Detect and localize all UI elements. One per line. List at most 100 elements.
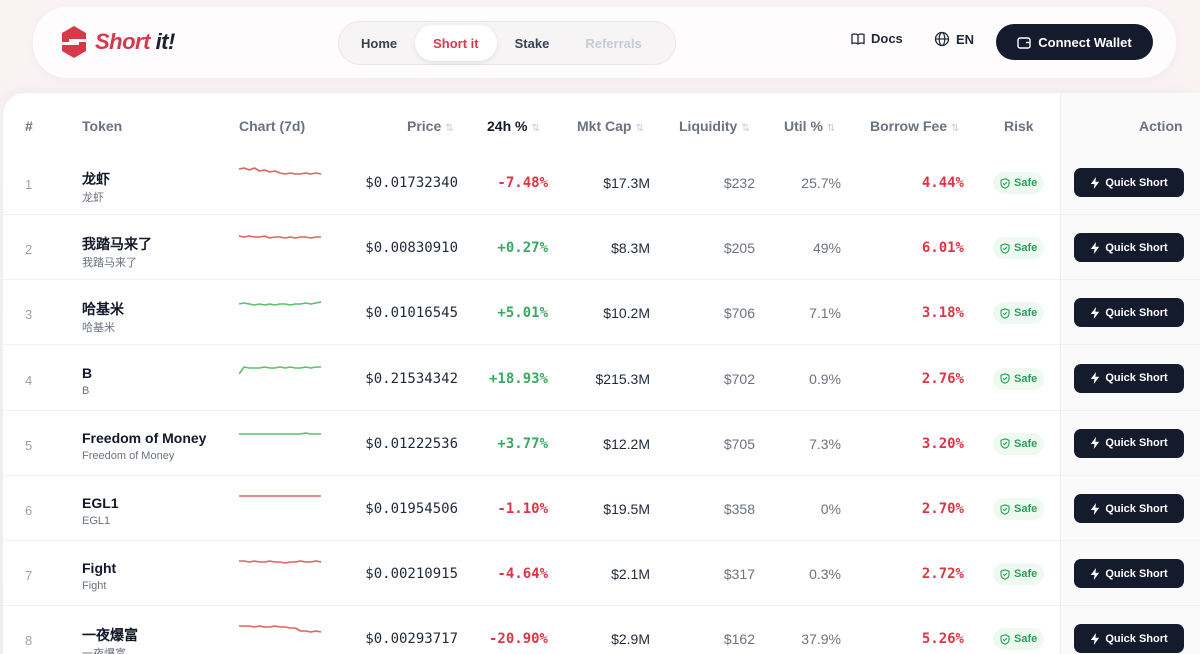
token-24h-change: +3.77% [497, 435, 548, 452]
lightning-icon [1091, 176, 1100, 189]
sparkline-chart [239, 495, 321, 497]
token-mkt-cap: $19.5M [603, 501, 650, 517]
col-header-liquidity[interactable]: Liquidity ⇅ [679, 118, 750, 134]
sort-icon: ⇅ [741, 123, 750, 134]
shield-check-icon [1000, 568, 1010, 580]
top-header: Short it! Home Short it Stake Referrals … [33, 7, 1176, 78]
row-rank: 1 [25, 177, 33, 192]
quick-short-button[interactable]: Quick Short [1074, 168, 1184, 197]
lightning-icon [1091, 372, 1100, 385]
lightning-icon [1091, 567, 1100, 580]
col-header-borrow-fee[interactable]: Borrow Fee ⇅ [870, 118, 959, 134]
docs-link[interactable]: Docs [851, 31, 903, 46]
connect-wallet-button[interactable]: Connect Wallet [996, 24, 1153, 60]
shield-check-icon [1000, 634, 1010, 645]
token-liquidity: $706 [723, 305, 755, 322]
language-label: EN [956, 31, 975, 47]
quick-short-button[interactable]: Quick Short [1074, 559, 1184, 589]
token-borrow-fee: 2.72% [921, 566, 964, 583]
token-name[interactable]: 哈基米 [82, 301, 124, 318]
token-symbol: 一夜爆富 [82, 645, 126, 654]
tab-stake[interactable]: Stake [514, 35, 550, 51]
col-header-24h-change[interactable]: 24h % ⇅ [487, 118, 540, 134]
shield-check-icon [1000, 503, 1010, 515]
lightning-icon [1091, 241, 1100, 254]
row-rank: 6 [25, 503, 33, 518]
token-name[interactable]: 一夜爆富 [82, 627, 138, 644]
risk-badge: Safe [993, 237, 1045, 260]
sort-icon: ⇅ [635, 123, 644, 134]
brand-logo-icon [62, 26, 86, 58]
risk-badge: Safe [993, 498, 1045, 520]
token-util: 25.7% [801, 175, 841, 191]
quick-short-label: Quick Short [1105, 176, 1168, 189]
tab-short-it[interactable]: Short it [415, 25, 497, 61]
token-name[interactable]: EGL1 [82, 495, 119, 511]
token-name[interactable]: 龙虾 [82, 171, 110, 187]
row-rank: 2 [25, 242, 33, 258]
tab-home[interactable]: Home [361, 35, 398, 51]
quick-short-button[interactable]: Quick Short [1074, 363, 1184, 393]
risk-badge: Safe [993, 172, 1045, 194]
main-nav: Home Short it Stake Referrals [338, 21, 676, 65]
quick-short-button[interactable]: Quick Short [1074, 428, 1184, 458]
quick-short-label: Quick Short [1105, 632, 1168, 645]
token-symbol: Freedom of Money [82, 449, 175, 462]
sparkline-chart [239, 301, 321, 307]
quick-short-button[interactable]: Quick Short [1074, 624, 1184, 654]
brand-name-it: it! [149, 29, 176, 54]
quick-short-button[interactable]: Quick Short [1074, 494, 1184, 523]
token-price: $0.01732340 [365, 175, 458, 191]
lightning-icon [1091, 632, 1100, 645]
sparkline-chart [239, 365, 321, 375]
language-selector[interactable]: EN [934, 31, 974, 47]
shield-check-icon [1000, 308, 1010, 319]
token-price: $0.00830910 [365, 240, 458, 257]
sparkline-line [239, 625, 321, 634]
shield-check-icon [1000, 242, 1010, 254]
row-rank: 4 [25, 372, 33, 388]
table-row: 6 EGL1 EGL1 $0.01954506 -1.10% $19.5M $3… [3, 476, 1200, 541]
token-symbol: B [82, 384, 90, 397]
token-price: $0.01016545 [365, 305, 458, 322]
sort-icon: ⇅ [445, 123, 454, 134]
risk-label: Safe [1014, 307, 1038, 320]
risk-label: Safe [1014, 633, 1038, 646]
token-name[interactable]: 我踏马来了 [82, 236, 152, 253]
col-header-chart: Chart (7d) [239, 118, 306, 134]
col-header-util[interactable]: Util % ⇅ [784, 118, 835, 134]
token-symbol: EGL1 [82, 515, 111, 527]
table-row: 7 Fight Fight $0.00210915 -4.64% $2.1M $… [3, 541, 1200, 607]
risk-label: Safe [1014, 177, 1038, 189]
risk-badge: Safe [993, 302, 1045, 325]
col-header-mkt-cap[interactable]: Mkt Cap ⇅ [577, 118, 644, 134]
table-row: 3 哈基米 哈基米 $0.01016545 +5.01% $10.2M $706… [3, 280, 1200, 346]
token-liquidity: $317 [723, 566, 755, 583]
token-liquidity: $232 [723, 175, 755, 191]
col-header-fee-label: Borrow Fee [870, 118, 948, 134]
token-name[interactable]: Freedom of Money [82, 429, 207, 446]
sparkline-chart [239, 625, 321, 634]
token-price: $0.01954506 [365, 501, 458, 517]
quick-short-button[interactable]: Quick Short [1074, 298, 1184, 328]
quick-short-label: Quick Short [1105, 437, 1168, 450]
token-24h-change: +18.93% [488, 370, 548, 387]
globe-icon [934, 31, 950, 47]
token-price: $0.21534342 [365, 370, 458, 387]
brand-logo-link[interactable]: Short it! [61, 25, 175, 59]
wallet-icon [1017, 36, 1031, 49]
token-name[interactable]: B [82, 364, 93, 381]
sort-icon: ⇅ [531, 123, 540, 134]
token-util: 0.9% [809, 370, 841, 387]
connect-wallet-label: Connect Wallet [1038, 34, 1132, 50]
quick-short-label: Quick Short [1105, 372, 1168, 385]
col-header-risk: Risk [1004, 118, 1034, 134]
token-name[interactable]: Fight [82, 560, 117, 577]
col-header-price[interactable]: Price ⇅ [407, 118, 454, 134]
col-header-change-label: 24h % [487, 118, 528, 134]
sparkline-chart [239, 235, 321, 239]
sparkline-line [239, 431, 321, 435]
risk-badge: Safe [993, 367, 1045, 390]
quick-short-button[interactable]: Quick Short [1074, 233, 1184, 263]
brand-name-short: Short [95, 29, 150, 54]
